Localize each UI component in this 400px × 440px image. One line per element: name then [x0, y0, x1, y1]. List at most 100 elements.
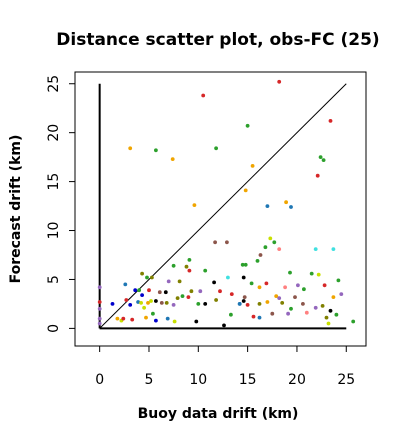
- scatter-point: [203, 268, 208, 273]
- scatter-point: [272, 240, 277, 245]
- y-tick-label: 10: [46, 222, 62, 240]
- y-axis-label: Forecast drift (km): [8, 135, 24, 284]
- scatter-point: [270, 311, 275, 316]
- scatter-point: [249, 281, 254, 286]
- scatter-point: [97, 300, 102, 304]
- scatter-point: [214, 298, 219, 302]
- scatter-point: [157, 290, 162, 295]
- scatter-point: [257, 302, 262, 306]
- scatter-point: [97, 285, 102, 290]
- scatter-point: [154, 318, 158, 323]
- y-tick-label: 0: [46, 324, 62, 333]
- x-tick-label: 0: [95, 372, 104, 388]
- scatter-point: [251, 314, 256, 319]
- y-axis: 0 5 10 15 20 25: [46, 75, 76, 333]
- scatter-point: [339, 292, 344, 296]
- scatter-point: [277, 79, 282, 84]
- x-tick-label: 10: [189, 372, 207, 388]
- scatter-point: [280, 301, 285, 305]
- scatter-point: [110, 302, 115, 306]
- scatter-point: [140, 271, 145, 276]
- scatter-point: [149, 299, 153, 303]
- scatter-point: [171, 263, 176, 268]
- scatter-point: [301, 302, 305, 306]
- scatter-point: [163, 290, 168, 295]
- scatter-point: [264, 281, 269, 286]
- scatter-point: [320, 304, 325, 308]
- scatter-point: [194, 319, 199, 324]
- scatter-point: [154, 299, 158, 303]
- scatter-point: [144, 315, 148, 320]
- y-tick-label: 15: [46, 173, 62, 191]
- scatter-point: [150, 275, 154, 280]
- scatter-point: [229, 312, 233, 317]
- scatter-point: [130, 317, 135, 322]
- scatter-point: [245, 123, 250, 128]
- scatter-point: [289, 306, 293, 311]
- scatter-point: [334, 312, 339, 317]
- scatter-point: [187, 268, 192, 273]
- scatter-point: [140, 293, 145, 297]
- scatter-point: [241, 275, 246, 280]
- scatter-point: [242, 295, 247, 299]
- scatter-point: [222, 323, 226, 328]
- scatter-point: [331, 295, 336, 299]
- scatter-point: [97, 306, 102, 311]
- scatter-point: [258, 253, 263, 257]
- scatter-point: [265, 300, 270, 304]
- scatter-point: [214, 146, 219, 151]
- scatter-point: [147, 288, 151, 293]
- scatter-point: [121, 316, 126, 321]
- x-axis-label: Buoy data drift (km): [138, 406, 299, 422]
- scatter-point: [229, 292, 234, 296]
- scatter-point: [201, 93, 206, 98]
- scatter-point: [189, 289, 194, 294]
- scatter-point: [172, 319, 177, 324]
- scatter-point: [136, 300, 141, 304]
- y-tick-label: 20: [46, 124, 62, 142]
- scatter-point: [192, 203, 197, 208]
- scatter-point: [328, 308, 333, 313]
- reference-lines: [98, 83, 347, 330]
- data-points: [97, 79, 356, 328]
- scatter-point: [175, 296, 180, 300]
- scatter-point: [225, 240, 229, 245]
- scatter-point: [154, 148, 158, 153]
- x-tick-label: 20: [288, 372, 306, 388]
- scatter-point: [265, 204, 270, 209]
- scatter-point: [326, 321, 331, 326]
- scatter-point: [302, 287, 306, 292]
- scatter-point: [218, 289, 222, 294]
- scatter-point: [277, 296, 282, 300]
- scatter-point: [286, 311, 290, 316]
- scatter-point: [263, 245, 268, 250]
- scatter-point: [250, 164, 255, 168]
- scatter-point: [196, 302, 201, 306]
- scatter-point: [313, 305, 318, 310]
- scatter-point: [313, 247, 318, 252]
- scatter-point: [304, 310, 309, 315]
- scatter-point: [115, 316, 120, 321]
- scatter-point: [284, 200, 288, 205]
- scatter-point: [289, 205, 293, 209]
- scatter-point: [186, 295, 191, 299]
- scatter-point: [177, 279, 182, 284]
- scatter-point: [187, 258, 192, 262]
- y-tick-label: 5: [46, 275, 62, 284]
- scatter-point: [151, 311, 155, 316]
- scatter-point: [351, 319, 356, 324]
- scatter-point: [139, 301, 144, 305]
- scatter-point: [309, 271, 314, 276]
- x-tick-label: 5: [145, 372, 154, 388]
- x-tick-label: 25: [337, 372, 355, 388]
- scatter-point: [180, 294, 185, 298]
- scatter-point: [331, 247, 336, 252]
- scatter-point: [226, 275, 230, 280]
- scatter-point: [170, 157, 175, 162]
- scatter-point: [145, 275, 149, 280]
- scatter-point: [257, 315, 262, 320]
- scatter-point: [240, 262, 245, 267]
- scatter-point: [198, 289, 203, 294]
- scatter-point: [203, 302, 208, 306]
- y-tick-label: 25: [46, 75, 62, 93]
